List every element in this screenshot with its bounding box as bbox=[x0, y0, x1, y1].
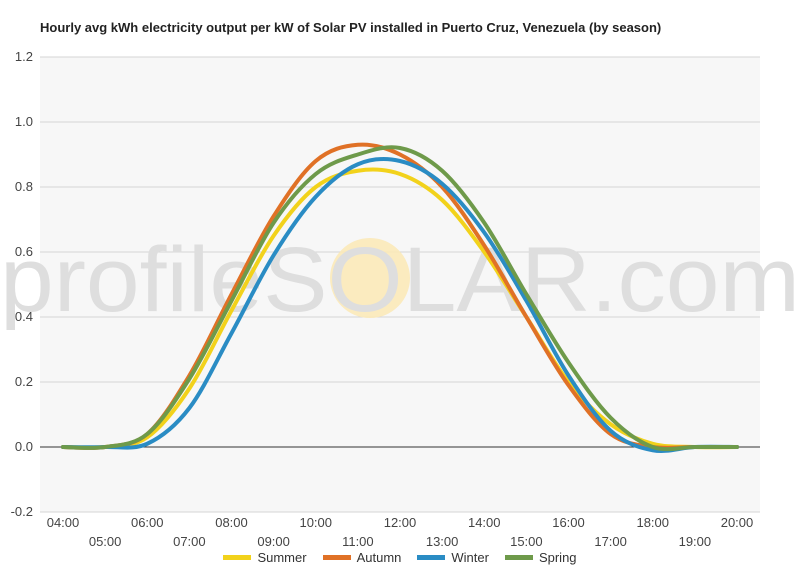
x-tick-label: 14:00 bbox=[468, 515, 501, 530]
x-tick-label: 17:00 bbox=[594, 534, 627, 549]
x-tick-label: 11:00 bbox=[342, 534, 374, 549]
x-tick-label: 18:00 bbox=[636, 515, 669, 530]
x-tick-label: 09:00 bbox=[257, 534, 290, 549]
y-tick-label: 1.2 bbox=[15, 49, 33, 64]
y-tick-label: 0.4 bbox=[15, 309, 33, 324]
legend-item-winter[interactable]: Winter bbox=[417, 550, 489, 565]
chart-legend: Summer Autumn Winter Spring bbox=[0, 550, 800, 565]
x-tick-label: 04:00 bbox=[47, 515, 80, 530]
y-tick-label: -0.2 bbox=[11, 504, 33, 519]
legend-label: Autumn bbox=[356, 550, 402, 565]
legend-item-spring[interactable]: Spring bbox=[504, 550, 577, 565]
x-tick-label: 15:00 bbox=[510, 534, 543, 549]
legend-swatch bbox=[223, 555, 252, 560]
x-tick-label: 13:00 bbox=[426, 534, 459, 549]
watermark-sun bbox=[330, 238, 410, 318]
x-tick-label: 07:00 bbox=[173, 534, 206, 549]
legend-swatch bbox=[417, 555, 446, 560]
y-tick-label: 0.6 bbox=[15, 244, 33, 259]
x-tick-label: 05:00 bbox=[89, 534, 122, 549]
legend-swatch bbox=[322, 555, 351, 560]
y-tick-label: 0.2 bbox=[15, 374, 33, 389]
legend-item-summer[interactable]: Summer bbox=[223, 550, 307, 565]
legend-swatch bbox=[504, 555, 533, 560]
watermark-text: profileSOLAR.com bbox=[0, 229, 800, 331]
y-tick-label: 1.0 bbox=[15, 114, 33, 129]
x-tick-label: 06:00 bbox=[131, 515, 164, 530]
y-tick-label: 0.8 bbox=[15, 179, 33, 194]
x-tick-label: 08:00 bbox=[215, 515, 248, 530]
legend-label: Summer bbox=[257, 550, 307, 565]
series-line-spring bbox=[61, 145, 739, 452]
series-line-summer bbox=[61, 167, 739, 450]
series-line-winter bbox=[61, 157, 739, 453]
x-tick-label: 16:00 bbox=[552, 515, 585, 530]
legend-item-autumn[interactable]: Autumn bbox=[322, 550, 402, 565]
x-tick-label: 20:00 bbox=[721, 515, 754, 530]
x-tick-label: 12:00 bbox=[384, 515, 417, 530]
legend-label: Winter bbox=[451, 550, 489, 565]
legend-label: Spring bbox=[538, 550, 577, 565]
chart-title: Hourly avg kWh electricity output per kW… bbox=[40, 20, 662, 35]
x-tick-label: 10:00 bbox=[299, 515, 332, 530]
y-tick-label: 0.0 bbox=[15, 439, 33, 454]
x-tick-label: 19:00 bbox=[679, 534, 712, 549]
